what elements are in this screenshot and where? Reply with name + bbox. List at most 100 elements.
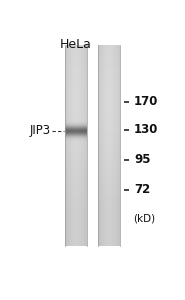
Bar bbox=[65, 133, 87, 134]
Bar bbox=[65, 186, 87, 187]
Bar bbox=[65, 151, 87, 152]
Bar bbox=[65, 199, 87, 200]
Bar bbox=[76, 45, 77, 246]
Bar bbox=[98, 154, 120, 155]
Bar bbox=[65, 231, 87, 232]
Bar bbox=[65, 162, 87, 163]
Bar bbox=[65, 68, 87, 69]
Bar bbox=[98, 187, 120, 188]
Bar bbox=[85, 45, 86, 246]
Text: HeLa: HeLa bbox=[60, 38, 92, 51]
Bar bbox=[65, 100, 87, 101]
Bar bbox=[98, 196, 120, 197]
Bar bbox=[98, 104, 120, 106]
Bar bbox=[65, 171, 87, 172]
Bar bbox=[69, 45, 70, 246]
Bar bbox=[65, 221, 87, 222]
Bar bbox=[98, 192, 120, 193]
Bar bbox=[98, 64, 120, 65]
Bar bbox=[65, 64, 87, 65]
Bar bbox=[109, 45, 110, 246]
Bar bbox=[98, 202, 120, 203]
Bar bbox=[98, 157, 120, 158]
Bar bbox=[98, 162, 120, 163]
Bar bbox=[65, 204, 87, 205]
Bar bbox=[98, 107, 120, 109]
Bar bbox=[98, 168, 120, 169]
Bar bbox=[65, 123, 87, 124]
Bar bbox=[98, 109, 120, 110]
Bar bbox=[98, 156, 120, 157]
Bar bbox=[98, 150, 120, 151]
Bar bbox=[65, 173, 87, 174]
Bar bbox=[98, 167, 120, 168]
Bar bbox=[65, 132, 87, 133]
Bar bbox=[77, 45, 78, 246]
Bar bbox=[80, 45, 81, 246]
Bar bbox=[65, 139, 87, 140]
Bar bbox=[98, 117, 120, 118]
Bar bbox=[65, 89, 87, 91]
Bar bbox=[65, 159, 87, 160]
Bar bbox=[98, 47, 120, 48]
Bar bbox=[65, 176, 87, 177]
Bar bbox=[98, 151, 120, 152]
Bar bbox=[65, 92, 87, 94]
Bar bbox=[65, 154, 87, 155]
Bar bbox=[98, 120, 120, 121]
Bar bbox=[65, 177, 87, 178]
Bar bbox=[65, 241, 87, 242]
Bar bbox=[65, 196, 87, 197]
Bar bbox=[98, 118, 120, 120]
Bar bbox=[98, 141, 120, 142]
Bar bbox=[82, 45, 83, 246]
Bar bbox=[65, 155, 87, 156]
Bar bbox=[98, 56, 120, 57]
Bar bbox=[98, 145, 120, 146]
Bar bbox=[98, 233, 120, 234]
Bar bbox=[65, 56, 87, 57]
Bar bbox=[98, 170, 120, 171]
Bar bbox=[110, 45, 111, 246]
Bar bbox=[65, 224, 87, 225]
Bar bbox=[98, 160, 120, 161]
Bar bbox=[65, 187, 87, 188]
Bar bbox=[98, 49, 120, 50]
Bar bbox=[98, 147, 120, 148]
Bar bbox=[107, 45, 108, 246]
Bar bbox=[98, 195, 120, 196]
Bar bbox=[98, 54, 120, 55]
Bar bbox=[98, 121, 120, 122]
Bar bbox=[65, 228, 87, 229]
Bar bbox=[98, 238, 120, 239]
Bar bbox=[65, 210, 87, 211]
Bar bbox=[65, 182, 87, 183]
Bar bbox=[98, 116, 120, 117]
Bar bbox=[65, 69, 87, 70]
Bar bbox=[65, 71, 87, 72]
Bar bbox=[65, 50, 87, 51]
Bar bbox=[118, 45, 119, 246]
Bar bbox=[98, 211, 120, 212]
Bar bbox=[65, 184, 87, 185]
Bar bbox=[65, 55, 87, 56]
Bar bbox=[98, 214, 120, 215]
Bar bbox=[65, 237, 87, 238]
Bar bbox=[65, 45, 66, 246]
Text: JIP3: JIP3 bbox=[30, 124, 51, 137]
Bar bbox=[81, 45, 82, 246]
Bar bbox=[98, 89, 120, 91]
Bar bbox=[98, 77, 120, 78]
Bar bbox=[98, 59, 120, 60]
Bar bbox=[65, 62, 87, 63]
Bar bbox=[65, 194, 87, 195]
Bar bbox=[65, 146, 87, 147]
Bar bbox=[98, 165, 120, 166]
Bar bbox=[98, 46, 120, 47]
Bar bbox=[65, 48, 87, 49]
Bar bbox=[65, 209, 87, 210]
Bar bbox=[100, 45, 101, 246]
Bar bbox=[65, 46, 87, 47]
Bar bbox=[98, 132, 120, 133]
Bar bbox=[98, 144, 120, 145]
